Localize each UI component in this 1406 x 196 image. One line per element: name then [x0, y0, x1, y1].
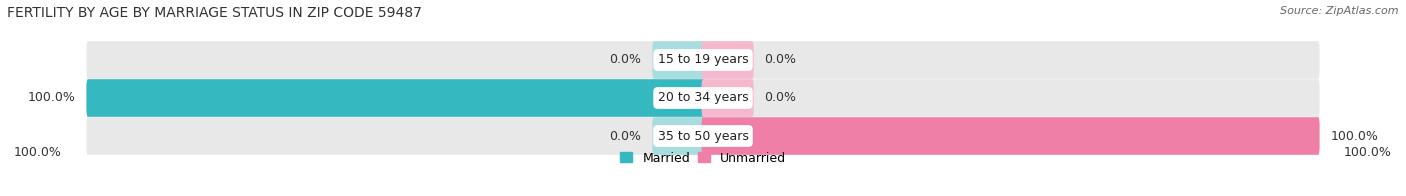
- FancyBboxPatch shape: [652, 117, 704, 155]
- FancyBboxPatch shape: [702, 117, 1320, 155]
- FancyBboxPatch shape: [702, 79, 1320, 117]
- Text: 100.0%: 100.0%: [1344, 146, 1392, 159]
- Legend: Married, Unmarried: Married, Unmarried: [620, 152, 786, 164]
- Text: 100.0%: 100.0%: [1330, 130, 1378, 142]
- Text: 100.0%: 100.0%: [14, 146, 62, 159]
- FancyBboxPatch shape: [652, 41, 704, 79]
- FancyBboxPatch shape: [702, 41, 754, 79]
- FancyBboxPatch shape: [702, 41, 1320, 79]
- FancyBboxPatch shape: [86, 41, 704, 79]
- FancyBboxPatch shape: [702, 79, 754, 117]
- Text: 0.0%: 0.0%: [609, 130, 641, 142]
- Text: 100.0%: 100.0%: [28, 92, 76, 104]
- Text: 0.0%: 0.0%: [765, 54, 797, 66]
- Text: Source: ZipAtlas.com: Source: ZipAtlas.com: [1281, 6, 1399, 16]
- Text: 15 to 19 years: 15 to 19 years: [658, 54, 748, 66]
- Text: 0.0%: 0.0%: [765, 92, 797, 104]
- FancyBboxPatch shape: [86, 79, 704, 117]
- FancyBboxPatch shape: [702, 117, 1320, 155]
- Text: 20 to 34 years: 20 to 34 years: [658, 92, 748, 104]
- FancyBboxPatch shape: [86, 79, 704, 117]
- Text: FERTILITY BY AGE BY MARRIAGE STATUS IN ZIP CODE 59487: FERTILITY BY AGE BY MARRIAGE STATUS IN Z…: [7, 6, 422, 20]
- FancyBboxPatch shape: [86, 117, 704, 155]
- Text: 35 to 50 years: 35 to 50 years: [658, 130, 748, 142]
- Text: 0.0%: 0.0%: [609, 54, 641, 66]
